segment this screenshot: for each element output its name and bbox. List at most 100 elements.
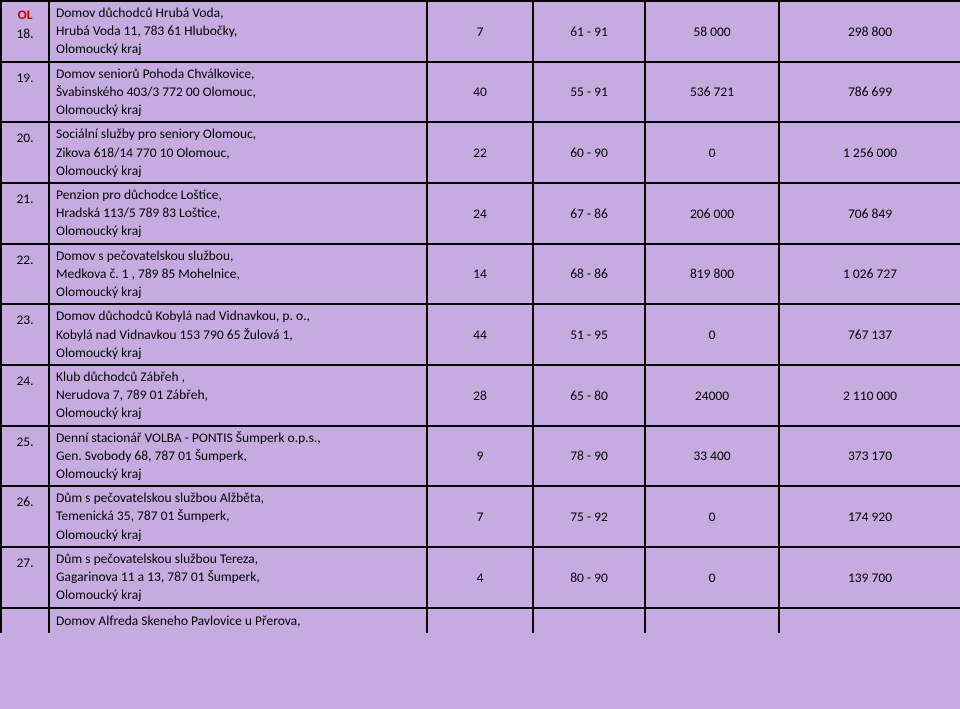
col-value-2: 706 849 [779,183,960,244]
col-range: 60 - 90 [533,122,645,183]
row-number: 21. [6,190,44,207]
col-count: 24 [427,183,533,244]
desc-line: Domov důchodců Hrubá Voda, [56,4,420,22]
description-cell: Dům s pečovatelskou službou Alžběta,Teme… [49,486,427,547]
index-cell: OL 18. [1,1,49,62]
col-value-1: 0 [645,304,779,365]
index-cell: 20. [1,122,49,183]
description-cell: Dům s pečovatelskou službou Tereza,Gagar… [49,547,427,608]
index-cell: 19. [1,62,49,123]
row-number: 24. [6,372,44,389]
col-value-2: 786 699 [779,62,960,123]
table-row: 21. Penzion pro důchodce Loštice,Hradská … [1,183,960,244]
description-cell: Sociální služby pro seniory Olomouc,Ziko… [49,122,427,183]
col-count: 7 [427,486,533,547]
desc-line: Gen. Svobody 68, 787 01 Šumperk, [56,447,420,465]
col-value-2: 2 110 000 [779,365,960,426]
col-value-1: 0 [645,122,779,183]
index-cell: 25. [1,426,49,487]
row-number: 27. [6,554,44,571]
desc-line: Hrubá Voda 11, 783 61 Hlubočky, [56,22,420,40]
description-cell: Domov seniorů Pohoda Chválkovice,Švabins… [49,62,427,123]
desc-line: Domov důchodců Kobylá nad Vidnavkou, p. … [56,307,420,325]
description-cell: Domov důchodců Hrubá Voda,Hrubá Voda 11,… [49,1,427,62]
desc-line: Olomoucký kraj [56,465,420,483]
table-row: 25. Denní stacionář VOLBA - PONTIS Šumper… [1,426,960,487]
col-count: 44 [427,304,533,365]
col-value-2: 174 920 [779,486,960,547]
desc-line: Gagarinova 11 a 13, 787 01 Šumperk, [56,568,420,586]
desc-line: Dům s pečovatelskou službou Alžběta, [56,489,420,507]
col-range: 67 - 86 [533,183,645,244]
row-number: 19. [6,69,44,86]
desc-line: Nerudova 7, 789 01 Zábřeh, [56,386,420,404]
col-range: 68 - 86 [533,244,645,305]
index-cell: 27. [1,547,49,608]
table-row: 26. Dům s pečovatelskou službou Alžběta,T… [1,486,960,547]
table-row: 23. Domov důchodců Kobylá nad Vidnavkou, … [1,304,960,365]
col-count: 40 [427,62,533,123]
col-count: 28 [427,365,533,426]
desc-line: Hradská 113/5 789 83 Loštice, [56,204,420,222]
desc-line: Olomoucký kraj [56,526,420,544]
desc-line: Olomoucký kraj [56,404,420,422]
row-number: 20. [6,129,44,146]
desc-line: Švabinského 403/3 772 00 Olomouc, [56,83,420,101]
table-row: 27. Dům s pečovatelskou službou Tereza,Ga… [1,547,960,608]
index-cell: 21. [1,183,49,244]
desc-line: Domov seniorů Pohoda Chválkovice, [56,65,420,83]
col-range: 55 - 91 [533,62,645,123]
index-cell [1,608,49,633]
row-number: 26. [6,493,44,510]
desc-line: Dům s pečovatelskou službou Tereza, [56,550,420,568]
desc-line: Zikova 618/14 770 10 Olomouc, [56,144,420,162]
desc-line: Olomoucký kraj [56,162,420,180]
desc-line: Medkova č. 1 , 789 85 Mohelnice, [56,265,420,283]
desc-line: Kobylá nad Vidnavkou 153 790 65 Žulová 1… [56,326,420,344]
table-row: 22. Domov s pečovatelskou službou,Medkova… [1,244,960,305]
col-value-2: 298 800 [779,1,960,62]
col-value-2: 1 026 727 [779,244,960,305]
desc-line: Denní stacionář VOLBA - PONTIS Šumperk o… [56,429,420,447]
row-number: 23. [6,311,44,328]
col-range: 80 - 90 [533,547,645,608]
index-cell: 26. [1,486,49,547]
empty-cell [645,608,779,633]
col-range: 51 - 95 [533,304,645,365]
description-cell: Domov Alfreda Skeneho Pavlovice u Přerov… [49,608,427,633]
col-value-1: 58 000 [645,1,779,62]
data-table: OL 18. Domov důchodců Hrubá Voda,Hrubá Vod… [0,0,960,633]
desc-line: Olomoucký kraj [56,344,420,362]
col-count: 4 [427,547,533,608]
col-value-1: 33 400 [645,426,779,487]
table-row: 20. Sociální služby pro seniory Olomouc,Z… [1,122,960,183]
desc-line: Olomoucký kraj [56,222,420,240]
desc-line: Olomoucký kraj [56,40,420,58]
empty-cell [779,608,960,633]
col-range: 78 - 90 [533,426,645,487]
col-value-1: 536 721 [645,62,779,123]
col-value-1: 206 000 [645,183,779,244]
col-value-2: 767 137 [779,304,960,365]
desc-line: Penzion pro důchodce Loštice, [56,186,420,204]
description-cell: Penzion pro důchodce Loštice,Hradská 113… [49,183,427,244]
table-row: 24. Klub důchodců Zábřeh ,Nerudova 7, 789… [1,365,960,426]
desc-line: Olomoucký kraj [56,283,420,301]
desc-line: Klub důchodců Zábřeh , [56,368,420,386]
description-cell: Domov s pečovatelskou službou,Medkova č.… [49,244,427,305]
col-range: 65 - 80 [533,365,645,426]
region-label: OL [6,6,44,23]
col-value-1: 0 [645,547,779,608]
col-value-1: 24000 [645,365,779,426]
col-value-1: 819 800 [645,244,779,305]
row-number: 18. [6,25,44,42]
col-count: 7 [427,1,533,62]
desc-line: Domov s pečovatelskou službou, [56,247,420,265]
description-cell: Denní stacionář VOLBA - PONTIS Šumperk o… [49,426,427,487]
row-number: 25. [6,433,44,450]
desc-line: Olomoucký kraj [56,101,420,119]
index-cell: 24. [1,365,49,426]
table-row: OL 18. Domov důchodců Hrubá Voda,Hrubá Vod… [1,1,960,62]
row-number: 22. [6,251,44,268]
empty-cell [533,608,645,633]
